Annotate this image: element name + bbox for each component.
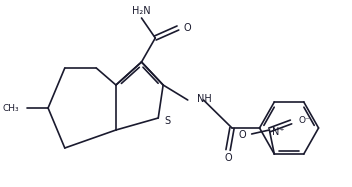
Text: N⁺: N⁺ <box>272 127 285 137</box>
Text: O: O <box>238 130 246 140</box>
Text: CH₃: CH₃ <box>3 103 20 113</box>
Text: O⁻: O⁻ <box>299 117 310 125</box>
Text: S: S <box>164 116 170 126</box>
Text: NH: NH <box>197 94 211 104</box>
Text: O: O <box>184 23 191 33</box>
Text: H₂N: H₂N <box>132 6 151 16</box>
Text: O: O <box>224 153 232 163</box>
